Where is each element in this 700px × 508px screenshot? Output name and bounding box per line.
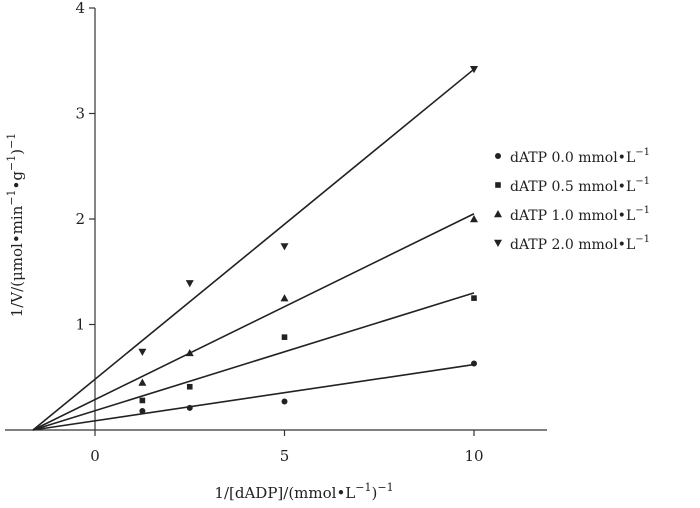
y-tick-label: 1 [75,316,85,334]
legend-label-1: dATP 0.0 mmol•L−1 [510,147,650,166]
data-point [470,215,478,223]
data-point [186,404,193,411]
data-point [471,360,477,367]
legend-marker-3 [494,210,502,218]
y-axis-title: 1/V/(μmol•min−1•g−1)−1 [5,133,26,318]
data-point [470,65,478,74]
data-point [281,334,288,340]
legend-label-2: dATP 0.5 mmol•L−1 [510,176,650,195]
legend-marker-2 [495,182,501,188]
data-point [139,408,146,415]
y-tick-label: 3 [75,105,85,123]
fit-line-2 [32,292,475,431]
data-point [186,383,193,390]
legend-label-3: dATP 1.0 mmol•L−1 [510,205,650,224]
y-tick-label: 2 [75,210,85,228]
data-point [185,348,194,357]
y-tick-label: 4 [75,0,85,17]
x-tick-label: 5 [280,447,290,465]
data-point [185,280,194,288]
fit-line-3 [32,213,475,431]
data-point [280,294,289,302]
data-point [471,295,477,301]
legend-label-4: dATP 2.0 mmol•L−1 [510,234,650,253]
data-point [281,398,288,405]
fit-line-1 [32,363,475,431]
data-point [138,348,147,356]
x-tick-label: 10 [464,447,483,465]
data-point [139,397,146,404]
legend: dATP 0.0 mmol•L−1 dATP 0.5 mmol•L−1 dATP 1… [494,147,650,253]
x-tick-label: 0 [90,447,100,465]
x-axis-title: 1/[dADP]/(mmol•L−1)−1 [214,481,393,502]
legend-marker-1 [495,153,501,159]
data-point [138,378,147,386]
data-point [280,243,289,251]
legend-marker-4 [494,239,502,247]
fit-line-4 [32,68,475,431]
